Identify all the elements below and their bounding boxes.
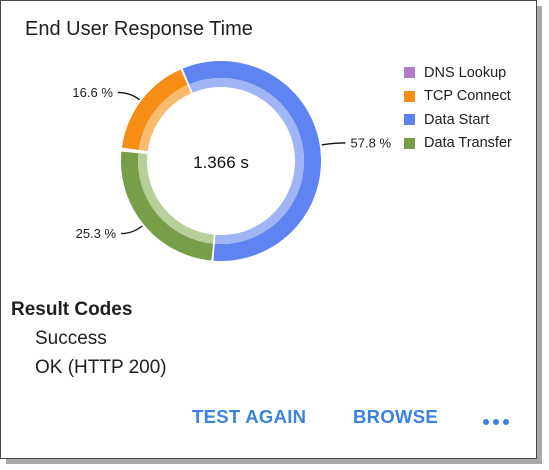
- legend-label: Data Transfer: [424, 135, 512, 152]
- legend-label: TCP Connect: [424, 88, 511, 105]
- legend-swatch: [404, 67, 415, 79]
- browse-button[interactable]: BROWSE: [353, 406, 439, 427]
- card-title: End User Response Time: [25, 18, 253, 40]
- donut-chart: 16.6 % 57.8 % 25.3 % 1.366 s: [72, 60, 392, 261]
- data-label: 25.3 %: [76, 226, 117, 241]
- more-horiz-icon[interactable]: [483, 419, 513, 427]
- legend-label: DNS Lookup: [424, 64, 507, 81]
- data-label-leader: [321, 142, 346, 146]
- data-label: 57.8 %: [351, 135, 392, 150]
- result-codes-heading: Result Codes: [11, 299, 133, 320]
- donut-slice-inner: [138, 85, 192, 152]
- legend-item: TCP Connect: [404, 85, 512, 109]
- chart-legend: DNS Lookup TCP Connect Data Start Data Tran…: [404, 61, 512, 155]
- donut-slice-data-start: [182, 60, 322, 261]
- result-http-code: OK (HTTP 200): [35, 357, 167, 378]
- legend-swatch: [404, 137, 415, 149]
- test-again-button[interactable]: TEST AGAIN: [192, 406, 307, 427]
- donut-slice-inner: [138, 153, 214, 244]
- data-label-leader: [117, 91, 140, 101]
- legend-item: Data Start: [404, 108, 512, 132]
- legend-swatch: [404, 114, 415, 126]
- legend-item: Data Transfer: [404, 132, 512, 156]
- donut-center-label: 1.366 s: [193, 153, 249, 172]
- legend-label: Data Start: [424, 111, 490, 128]
- legend-swatch: [404, 90, 415, 102]
- result-status: Success: [35, 328, 107, 349]
- donut-slice-tcp-connect: [121, 69, 188, 150]
- data-label-leader: [121, 225, 143, 235]
- legend-item: DNS Lookup: [404, 61, 512, 85]
- response-time-card: End User Response Time 16.6 % 57.8 % 25.3 …: [0, 0, 537, 459]
- data-label: 16.6 %: [72, 85, 113, 100]
- donut-slice-data-transfer: [121, 151, 214, 261]
